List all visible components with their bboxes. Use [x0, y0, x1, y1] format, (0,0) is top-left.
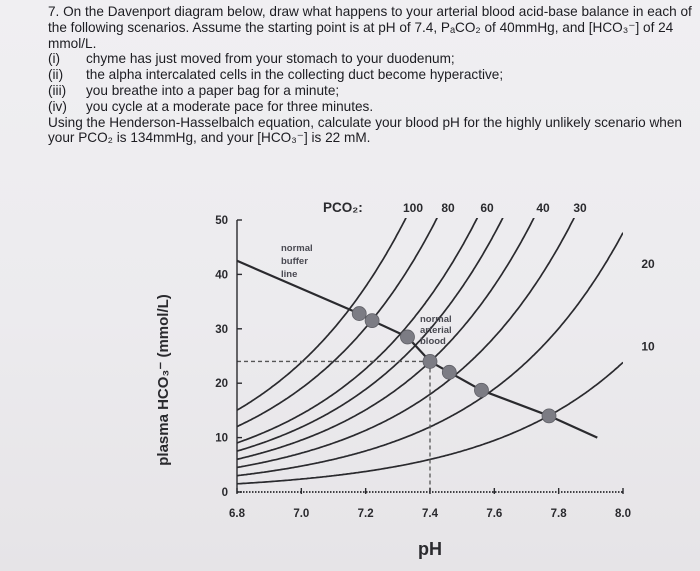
x-tick-label: 7.6 — [486, 508, 502, 520]
isopleth-label-100: 100 — [403, 201, 423, 215]
normal-buffer-line — [236, 259, 598, 439]
question-item-number: (i) — [48, 51, 61, 67]
question-intro: 7. On the Davenport diagram below, draw … — [48, 4, 692, 51]
question-item-1: (i) chyme has just moved from your stoma… — [48, 51, 698, 67]
y-tick-label: 40 — [215, 269, 228, 281]
question-item-4: (iv) you cycle at a moderate pace for th… — [48, 99, 698, 115]
pco2-isopleth-40 — [237, 218, 535, 461]
davenport-diagram: 0 10 20 30 40 50 6.8 7.0 7.2 7.4 7.6 7.8 8.0 pH plasma… — [155, 200, 655, 559]
buffer-point — [364, 313, 380, 329]
pco2-isopleth-80 — [237, 218, 438, 428]
isopleth-label-30: 30 — [573, 201, 587, 215]
buffer-point — [351, 306, 367, 321]
x-axis-label: pH — [418, 539, 442, 559]
y-tick-label: 50 — [215, 215, 228, 227]
pco2-isopleth-30 — [237, 218, 576, 469]
buffer-point — [474, 382, 489, 398]
x-tick-label: 7.4 — [422, 508, 439, 520]
question-item-text: the alpha intercalated cells in the coll… — [86, 67, 504, 83]
question-item-2: (ii) the alpha intercalated cells in the… — [48, 67, 698, 83]
y-tick-label: 30 — [215, 324, 228, 336]
y-axis-label: plasma HCO₃⁻ (mmol/L) — [155, 294, 172, 466]
x-tick-label: 6.8 — [229, 508, 246, 520]
buffer-line-label: line — [281, 269, 297, 280]
isopleth-label-80: 80 — [441, 201, 455, 215]
question-item-text: you breathe into a paper bag for a minut… — [86, 82, 340, 98]
isopleth-label-20: 20 — [641, 257, 655, 271]
buffer-point — [441, 364, 457, 380]
pco2-isopleth-10 — [237, 361, 623, 485]
buffer-point — [541, 408, 557, 424]
buffer-point — [422, 354, 438, 369]
x-tick-label: 7.2 — [358, 508, 374, 520]
pco2-isopleth-50 — [237, 218, 504, 452]
normal-point-label: arterial — [420, 325, 452, 336]
question-item-number: (iii) — [48, 82, 67, 98]
buffer-line-label: normal — [281, 243, 313, 254]
normal-point-label: blood — [420, 336, 446, 347]
question-text: 7. On the Davenport diagram below, draw … — [48, 4, 698, 146]
x-tick-label: 8.0 — [615, 508, 631, 520]
isopleth-label-60: 60 — [480, 201, 494, 215]
pco2-header: PCO₂: — [323, 200, 363, 215]
normal-point-label: normal — [420, 314, 452, 325]
y-tick-label: 0 — [222, 487, 228, 499]
y-tick-label: 20 — [215, 378, 228, 390]
isopleth-label-40: 40 — [536, 201, 550, 215]
buffer-point — [400, 329, 415, 345]
y-tick-label: 10 — [215, 433, 228, 445]
pco2-isopleth-60 — [237, 218, 479, 444]
pco2-isopleth-100 — [237, 218, 407, 411]
question-outro: Using the Henderson-Hasselbalch equation… — [48, 114, 682, 146]
isopleth-label-10: 10 — [641, 340, 655, 354]
buffer-line-label: buffer — [281, 256, 308, 267]
question-item-text: chyme has just moved from your stomach t… — [86, 51, 455, 67]
x-tick-label: 7.8 — [551, 508, 568, 520]
question-item-number: (ii) — [48, 67, 64, 83]
x-tick-label: 7.0 — [293, 508, 309, 520]
question-item-number: (iv) — [48, 98, 67, 114]
question-item-text: you cycle at a moderate pace for three m… — [86, 98, 374, 114]
question-item-3: (iii) you breathe into a paper bag for a… — [48, 83, 698, 99]
